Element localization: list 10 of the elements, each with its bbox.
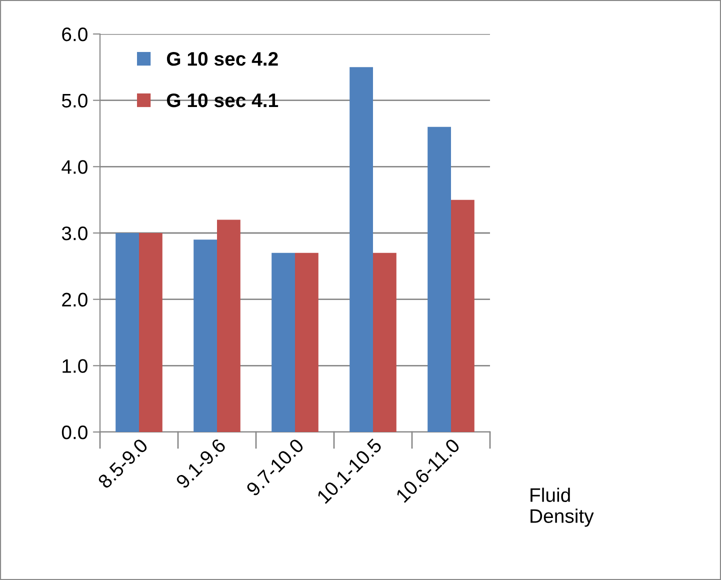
y-tick-label: 0.0 bbox=[62, 425, 88, 440]
y-tick-label: 1.0 bbox=[62, 359, 88, 373]
y-tick-label: 2.0 bbox=[62, 292, 88, 307]
y-tick-label: 6.0 bbox=[62, 27, 88, 42]
y-tick-label: 5.0 bbox=[62, 94, 88, 108]
y-tick-label: 3.0 bbox=[62, 226, 88, 240]
y-tick-label: 4.0 bbox=[62, 160, 88, 174]
legend-label: G 10 sec 4.2 bbox=[166, 52, 278, 66]
x-axis-title: Fluid Density bbox=[530, 488, 594, 527]
legend-label: G 10 sec 4.1 bbox=[166, 93, 278, 108]
